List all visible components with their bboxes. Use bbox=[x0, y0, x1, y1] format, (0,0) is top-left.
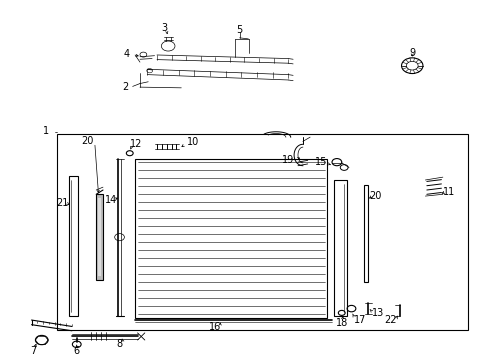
Text: 21: 21 bbox=[56, 198, 68, 208]
Text: 18: 18 bbox=[335, 318, 347, 328]
Text: 15: 15 bbox=[314, 157, 327, 167]
Text: 16: 16 bbox=[209, 322, 221, 332]
Bar bbox=[363, 185, 368, 282]
Text: 20: 20 bbox=[81, 136, 94, 146]
Text: 11: 11 bbox=[442, 187, 454, 197]
Text: 3: 3 bbox=[161, 23, 167, 33]
Text: 20: 20 bbox=[369, 191, 381, 201]
Text: 22: 22 bbox=[384, 315, 396, 325]
Bar bbox=[69, 176, 78, 316]
Text: 8: 8 bbox=[116, 339, 122, 349]
Bar bbox=[135, 158, 326, 318]
Text: 6: 6 bbox=[74, 346, 80, 356]
Text: 13: 13 bbox=[371, 308, 384, 318]
Text: 5: 5 bbox=[236, 25, 242, 35]
Text: 10: 10 bbox=[187, 137, 199, 147]
Text: 9: 9 bbox=[408, 48, 414, 58]
Bar bbox=[98, 198, 101, 276]
Text: 12: 12 bbox=[130, 139, 142, 149]
Text: 19: 19 bbox=[282, 156, 294, 165]
Text: 17: 17 bbox=[353, 315, 365, 325]
Bar bbox=[96, 194, 103, 280]
Text: 2: 2 bbox=[122, 82, 128, 92]
Text: 14: 14 bbox=[105, 195, 117, 204]
Bar bbox=[334, 180, 346, 316]
Text: 7: 7 bbox=[30, 346, 36, 356]
Text: 1: 1 bbox=[43, 126, 49, 136]
Text: 4: 4 bbox=[123, 49, 130, 59]
Bar bbox=[57, 134, 467, 330]
